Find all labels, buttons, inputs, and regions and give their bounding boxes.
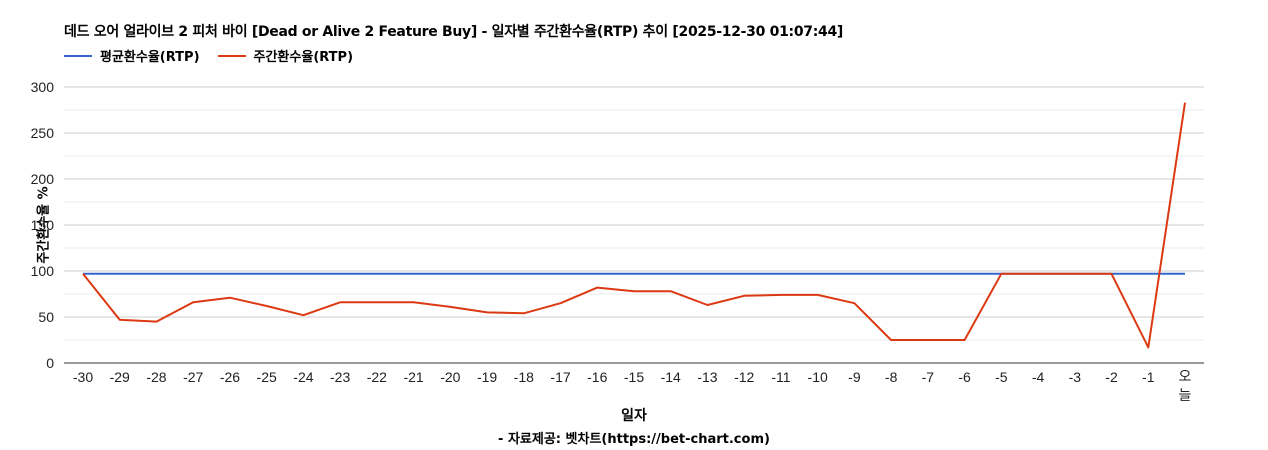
x-tick-label: -11	[771, 369, 790, 385]
x-tick-label: -30	[73, 369, 93, 385]
x-tick-label: -8	[885, 369, 898, 385]
chart-legend: 평균환수율(RTP) 주간환수율(RTP)	[64, 46, 371, 65]
legend-item-average-rtp[interactable]: 평균환수율(RTP)	[64, 46, 200, 65]
x-tick-label: 오	[1179, 369, 1192, 385]
x-tick-label: -27	[183, 369, 203, 385]
x-tick-label: -6	[958, 369, 971, 385]
x-tick-label: -24	[293, 369, 313, 385]
x-tick-label: -25	[257, 369, 277, 385]
x-tick-label: 늘	[1179, 388, 1192, 404]
legend-swatch-average-icon	[64, 54, 92, 57]
x-tick-label: -5	[995, 369, 1008, 385]
y-tick-label: 300	[31, 79, 55, 95]
x-tick-label: -17	[550, 369, 570, 385]
y-tick-label: 50	[38, 309, 54, 325]
x-tick-label: -13	[697, 369, 717, 385]
data-source-credit: - 자료제공: 벳차트(https://bet-chart.com)	[498, 432, 770, 447]
weekly-rtp-line	[82, 102, 1186, 349]
x-tick-label: -10	[808, 369, 828, 385]
legend-label-average: 평균환수율(RTP)	[100, 50, 200, 65]
y-tick-label: 100	[31, 263, 55, 279]
gridlines	[64, 86, 1204, 341]
x-tick-label: -29	[110, 369, 130, 385]
legend-swatch-weekly-icon	[217, 54, 246, 57]
x-tick-label: -19	[477, 369, 497, 385]
x-tick-label: -28	[146, 369, 166, 385]
x-tick-label: -20	[440, 369, 460, 385]
x-tick-label: -15	[624, 369, 644, 385]
x-tick-label: -18	[514, 369, 534, 385]
legend-label-weekly: 주간환수율(RTP)	[253, 50, 354, 65]
legend-item-weekly-rtp[interactable]: 주간환수율(RTP)	[217, 46, 354, 65]
x-axis-ticks: -30 -29 -28 -27 -26 -25 -24 -23 -22 -21 -20 -19 -18-…	[73, 369, 1192, 404]
chart-title: 데드 오어 얼라이브 2 피처 바이 [Dead or Alive 2 Feat…	[64, 24, 843, 40]
data-series	[82, 102, 1186, 349]
x-tick-label: -7	[922, 369, 935, 385]
x-tick-label: -22	[367, 369, 387, 385]
y-tick-label: 250	[31, 125, 55, 141]
x-tick-label: -26	[220, 369, 240, 385]
x-tick-label: -16	[587, 369, 607, 385]
y-axis-ticks: 0 50 100 150 200 250 300	[31, 79, 55, 371]
y-tick-label: 150	[31, 217, 55, 233]
x-tick-label: -4	[1032, 369, 1045, 385]
x-tick-label: -23	[330, 369, 350, 385]
x-tick-label: -2	[1105, 369, 1118, 385]
x-axis-label: 일자	[621, 408, 647, 424]
x-tick-label: -1	[1142, 369, 1155, 385]
x-tick-label: -9	[848, 369, 861, 385]
y-tick-label: 200	[31, 171, 55, 187]
x-tick-label: -14	[661, 369, 681, 385]
y-tick-label: 0	[46, 355, 54, 371]
x-tick-label: -3	[1069, 369, 1082, 385]
x-tick-label: -12	[734, 369, 754, 385]
x-tick-label: -21	[403, 369, 423, 385]
